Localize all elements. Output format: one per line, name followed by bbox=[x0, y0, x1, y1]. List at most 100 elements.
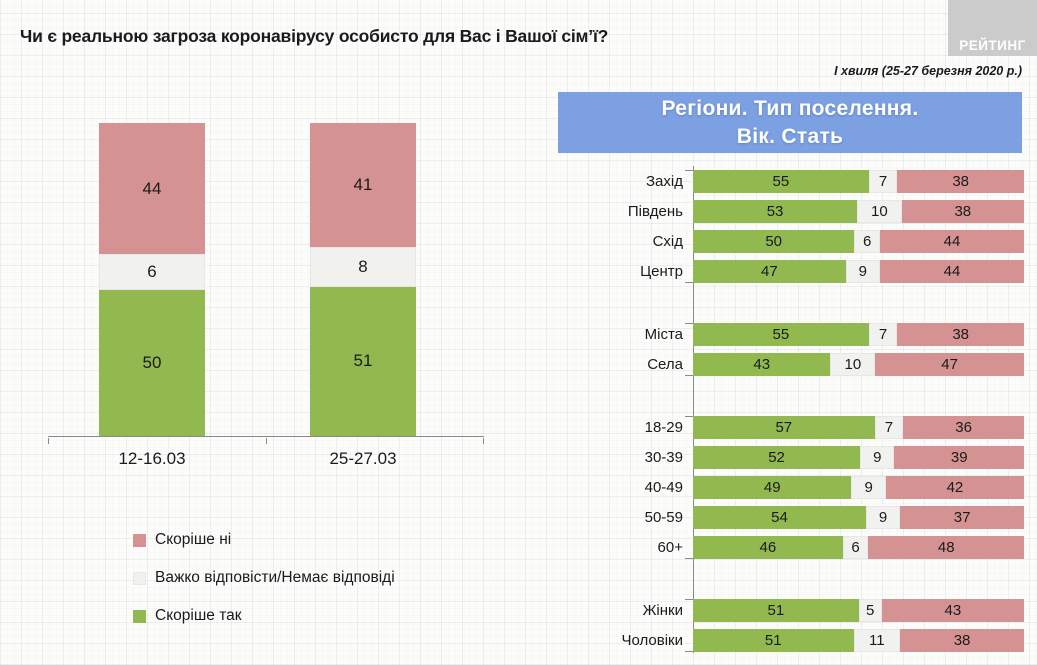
legend-item: Скоріше так bbox=[133, 606, 395, 626]
bar-row: 30-39 52 9 39 bbox=[558, 446, 1026, 469]
bar-rows: Захід 55 7 38 Південь 53 10 38 bbox=[558, 166, 1026, 653]
group-age: 18-29 57 7 36 30-39 52 9 39 bbox=[558, 416, 1026, 559]
segment-yes: 50 bbox=[99, 289, 205, 436]
segment-value: 43 bbox=[753, 356, 771, 373]
segment-no: 41 bbox=[310, 123, 416, 247]
segment-value: 10 bbox=[871, 203, 888, 220]
segment-no: 38 bbox=[897, 323, 1024, 346]
segment-value: 8 bbox=[358, 256, 368, 276]
segment-yes: 51 bbox=[693, 599, 859, 622]
row-label: Села bbox=[647, 356, 683, 373]
segment-dk: 9 bbox=[860, 446, 895, 469]
segment-no: 48 bbox=[868, 536, 1024, 559]
segment-value: 10 bbox=[844, 356, 862, 373]
segment-value: 51 bbox=[353, 351, 373, 371]
segment-value: 7 bbox=[878, 173, 888, 190]
segment-value: 38 bbox=[952, 173, 970, 190]
bar-track: 43 10 47 bbox=[693, 353, 1024, 376]
bar-25-27-03: 41 8 51 bbox=[310, 123, 416, 436]
segment-value: 5 bbox=[866, 602, 875, 619]
segment-yes: 53 bbox=[693, 200, 858, 223]
y-axis-line bbox=[693, 166, 694, 653]
segment-value: 7 bbox=[878, 326, 888, 343]
segment-no: 39 bbox=[894, 446, 1024, 469]
bar-track: 54 9 37 bbox=[693, 506, 1024, 529]
segment-dk: 9 bbox=[865, 506, 901, 529]
group-regions: Захід 55 7 38 Південь 53 10 38 bbox=[558, 170, 1026, 283]
row-label: Центр bbox=[640, 263, 683, 280]
bar-track: 50 6 44 bbox=[693, 230, 1024, 253]
group-gender: Жінки 51 5 43 Чоловіки 51 11 38 bbox=[558, 599, 1026, 652]
segment-value: 39 bbox=[950, 449, 968, 466]
segment-no: 42 bbox=[885, 476, 1024, 499]
bar-row: 40-49 49 9 42 bbox=[558, 476, 1026, 499]
legend-swatch-yes-icon bbox=[133, 609, 146, 623]
legend-label: Скоріше так bbox=[155, 607, 242, 624]
segment-value: 51 bbox=[764, 632, 782, 649]
x-axis-tick bbox=[48, 438, 49, 444]
segment-no: 38 bbox=[900, 629, 1024, 652]
segment-value: 6 bbox=[147, 261, 157, 281]
segment-value: 44 bbox=[943, 233, 961, 250]
segment-dk: 5 bbox=[858, 599, 882, 622]
segment-value: 9 bbox=[864, 479, 873, 496]
segment-dk: 7 bbox=[868, 323, 898, 346]
segment-yes: 51 bbox=[693, 629, 854, 652]
bar-row: Чоловіки 51 11 38 bbox=[558, 629, 1026, 652]
segment-dk: 6 bbox=[854, 230, 881, 253]
right-stacked-bar-chart: Захід 55 7 38 Південь 53 10 38 bbox=[558, 166, 1026, 653]
segment-yes: 55 bbox=[693, 170, 869, 193]
row-label: Міста bbox=[644, 326, 683, 343]
panel-title-line2: Вік. Стать bbox=[736, 124, 844, 148]
bar-row: Міста 55 7 38 bbox=[558, 323, 1026, 346]
bar-track: 53 10 38 bbox=[693, 200, 1024, 223]
row-label: 50-59 bbox=[644, 509, 683, 526]
segment-value: 50 bbox=[142, 352, 162, 372]
segment-value: 52 bbox=[768, 449, 785, 466]
x-axis-tick bbox=[483, 438, 484, 444]
bar-row: Схід 50 6 44 bbox=[558, 230, 1026, 253]
bar-track: 51 5 43 bbox=[693, 599, 1024, 622]
bar-row: 18-29 57 7 36 bbox=[558, 416, 1026, 439]
segment-value: 42 bbox=[946, 479, 964, 496]
segment-value: 36 bbox=[955, 419, 972, 436]
segment-value: 49 bbox=[763, 479, 781, 496]
segment-value: 7 bbox=[884, 419, 894, 436]
category-label: 25-27.03 bbox=[329, 449, 397, 468]
bar-row: Центр 47 9 44 bbox=[558, 260, 1026, 283]
rating-logo-text: РЕЙТИНГ bbox=[959, 38, 1026, 53]
segment-value: 54 bbox=[771, 509, 788, 526]
bar-track: 49 9 42 bbox=[693, 476, 1024, 499]
bar-12-16-03: 44 6 50 bbox=[99, 123, 205, 436]
segment-dk: 9 bbox=[851, 476, 886, 499]
segment-yes: 49 bbox=[693, 476, 852, 499]
segment-yes: 50 bbox=[693, 230, 855, 253]
segment-no: 43 bbox=[881, 599, 1024, 622]
segment-yes: 57 bbox=[693, 416, 875, 439]
bar-track: 55 7 38 bbox=[693, 323, 1024, 346]
panel-title-line1: Регіони. Тип поселення. bbox=[661, 97, 919, 121]
segment-dk: 7 bbox=[874, 416, 904, 439]
row-label: Жінки bbox=[642, 602, 683, 619]
segment-no: 47 bbox=[875, 353, 1024, 376]
row-label: Чоловіки bbox=[621, 632, 683, 649]
left-stacked-bar-chart: 44 6 50 41 8 51 bbox=[48, 123, 484, 437]
segment-dk: 10 bbox=[857, 200, 902, 223]
bar-track: 52 9 39 bbox=[693, 446, 1024, 469]
row-label: 30-39 bbox=[644, 449, 683, 466]
segment-value: 50 bbox=[765, 233, 782, 250]
row-label: 40-49 bbox=[644, 479, 683, 496]
segment-dk: 11 bbox=[853, 629, 901, 652]
right-panel-title: Регіони. Тип поселення. Вік. Стать bbox=[558, 92, 1022, 153]
segment-dk: 7 bbox=[868, 170, 898, 193]
x-axis-tick bbox=[266, 438, 267, 444]
segment-value: 9 bbox=[873, 449, 882, 466]
segment-value: 38 bbox=[952, 326, 970, 343]
segment-yes: 43 bbox=[693, 353, 831, 376]
segment-yes: 55 bbox=[693, 323, 869, 346]
segment-value: 37 bbox=[953, 509, 971, 526]
row-label: Схід bbox=[652, 233, 683, 250]
bar-row: Села 43 10 47 bbox=[558, 353, 1026, 376]
bar-row: Захід 55 7 38 bbox=[558, 170, 1026, 193]
